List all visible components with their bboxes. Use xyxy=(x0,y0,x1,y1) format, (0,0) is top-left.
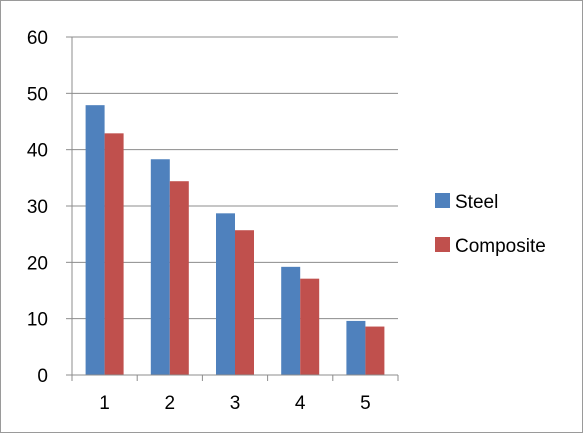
legend: Steel Composite xyxy=(435,192,546,257)
gridlines xyxy=(72,36,398,320)
x-tick-label: 1 xyxy=(99,393,110,414)
x-tick-label: 3 xyxy=(230,393,241,414)
bar-composite-3 xyxy=(235,230,254,375)
bars xyxy=(85,105,385,375)
legend-swatch-composite xyxy=(435,237,450,252)
bar-steel-4 xyxy=(281,266,301,375)
axes xyxy=(66,36,399,381)
bar-composite-4 xyxy=(300,278,320,375)
x-tick-label: 4 xyxy=(295,393,306,414)
tick-labels: 0 10 20 30 40 50 60 1 2 3 4 5 xyxy=(27,28,371,414)
bar-steel-2 xyxy=(150,159,170,375)
legend-label-composite: Composite xyxy=(455,236,546,257)
y-tick-label: 40 xyxy=(27,141,48,162)
x-tick-label: 5 xyxy=(360,393,371,414)
bar-steel-1 xyxy=(85,105,105,375)
y-tick-label: 10 xyxy=(27,310,48,331)
y-tick-label: 30 xyxy=(27,197,48,218)
y-tick-label: 0 xyxy=(37,366,48,387)
y-tick-label: 60 xyxy=(27,28,48,49)
bar-steel-3 xyxy=(216,213,235,375)
x-tick-label: 2 xyxy=(165,393,176,414)
legend-swatch-steel xyxy=(435,193,450,208)
bar-composite-1 xyxy=(104,133,124,375)
legend-label-steel: Steel xyxy=(455,192,498,213)
y-tick-label: 20 xyxy=(27,253,48,274)
bar-steel-5 xyxy=(346,320,366,375)
y-tick-label: 50 xyxy=(27,84,48,105)
bar-composite-2 xyxy=(169,181,189,375)
bar-composite-5 xyxy=(365,326,385,375)
